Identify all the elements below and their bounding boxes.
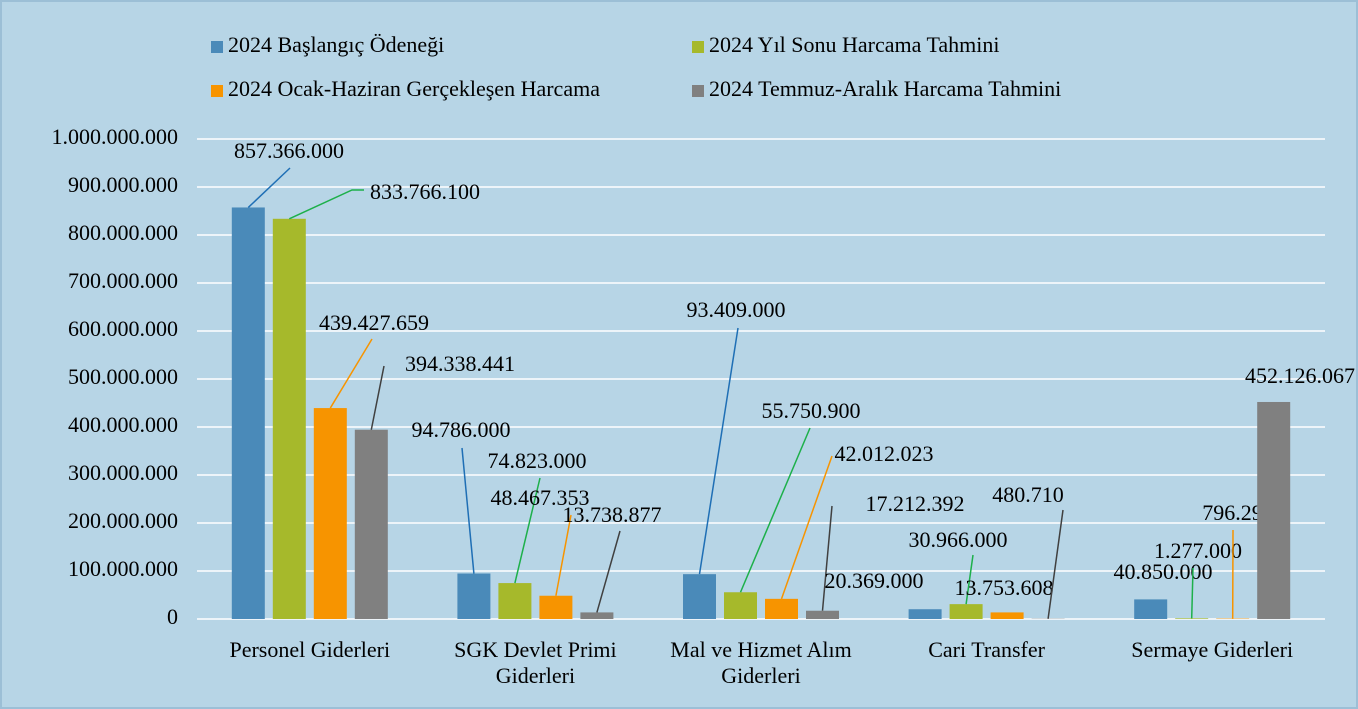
leader-line xyxy=(739,427,811,593)
leader-line xyxy=(821,505,833,611)
leader-line xyxy=(370,365,385,430)
x-tick-label: Sermaye Giderleri xyxy=(1131,637,1294,662)
y-tick-label: 900.000.000 xyxy=(68,172,178,197)
bar xyxy=(498,583,532,619)
data-label: 13.753.608 xyxy=(955,575,1054,600)
y-tick-label: 600.000.000 xyxy=(68,316,178,341)
x-tick-label: SGK Devlet Primi Giderleri xyxy=(454,637,617,688)
y-tick-label: 700.000.000 xyxy=(68,268,178,293)
data-label: 13.738.877 xyxy=(563,502,662,527)
leader-line xyxy=(780,455,833,600)
leader-line xyxy=(461,447,475,574)
x-tick-label: Mal ve Hizmet Alım Giderleri xyxy=(670,637,852,688)
leader-line xyxy=(698,327,739,575)
data-label: 394.338.441 xyxy=(405,351,515,376)
y-tick-label: 200.000.000 xyxy=(68,508,178,533)
data-label: 1.277.000 xyxy=(1154,538,1242,563)
bar xyxy=(354,429,388,619)
data-label: 452.126.067 xyxy=(1245,363,1355,388)
bar xyxy=(1134,599,1168,619)
bar xyxy=(724,592,757,619)
y-tick-label: 500.000.000 xyxy=(68,364,178,389)
bar xyxy=(539,595,573,619)
bar xyxy=(806,610,839,619)
legend-label: 2024 Temmuz-Aralık Harcama Tahmini xyxy=(709,76,1061,101)
leader-line xyxy=(596,530,621,613)
bar xyxy=(990,612,1024,619)
bar xyxy=(313,408,347,619)
legend-label: 2024 Başlangıç Ödeneği xyxy=(228,32,444,57)
y-tick-label: 800.000.000 xyxy=(68,220,178,245)
leader-line xyxy=(555,514,572,596)
bar xyxy=(765,598,798,619)
legend-label: 2024 Ocak-Haziran Gerçekleşen Harcama xyxy=(228,76,600,101)
legend-swatch xyxy=(211,85,223,97)
leader-line xyxy=(514,477,541,584)
leader-line xyxy=(247,167,291,209)
bar xyxy=(1257,401,1291,619)
bar xyxy=(272,218,306,619)
leader-line xyxy=(288,189,364,220)
leader-line xyxy=(965,554,974,605)
y-tick-label: 400.000.000 xyxy=(68,412,178,437)
data-label: 857.366.000 xyxy=(234,138,344,163)
leader-line xyxy=(1047,509,1064,619)
bar xyxy=(580,612,614,619)
bar xyxy=(1175,618,1209,619)
y-tick-label: 100.000.000 xyxy=(68,556,178,581)
data-label: 94.786.000 xyxy=(412,417,511,442)
y-tick-label: 1.000.000.000 xyxy=(52,124,179,149)
bar xyxy=(457,573,491,619)
data-label: 17.212.392 xyxy=(866,491,965,516)
legend-label: 2024 Yıl Sonu Harcama Tahmini xyxy=(709,32,1000,57)
data-label: 93.409.000 xyxy=(687,297,786,322)
data-label: 48.467.353 xyxy=(491,485,590,510)
x-tick-label: Personel Giderleri xyxy=(229,637,391,662)
data-label: 42.012.023 xyxy=(835,441,934,466)
data-label: 20.369.000 xyxy=(825,568,924,593)
data-label: 480.710 xyxy=(992,482,1064,507)
legend-swatch xyxy=(211,41,223,53)
bar xyxy=(231,207,265,619)
y-tick-label: 0 xyxy=(167,604,178,629)
data-label: 40.850.000 xyxy=(1114,559,1213,584)
leader-line xyxy=(1190,567,1194,619)
bar xyxy=(908,609,942,619)
bar xyxy=(949,604,983,619)
y-tick-label: 300.000.000 xyxy=(68,460,178,485)
data-label: 55.750.900 xyxy=(762,398,861,423)
legend-swatch xyxy=(692,41,704,53)
data-label: 74.823.000 xyxy=(488,448,587,473)
data-label: 833.766.100 xyxy=(370,179,480,204)
x-tick-label: Cari Transfer xyxy=(928,637,1045,662)
data-label: 439.427.659 xyxy=(319,310,429,335)
data-label: 30.966.000 xyxy=(909,527,1008,552)
bar xyxy=(683,574,716,619)
legend-swatch xyxy=(692,85,704,97)
leader-line xyxy=(329,338,373,409)
